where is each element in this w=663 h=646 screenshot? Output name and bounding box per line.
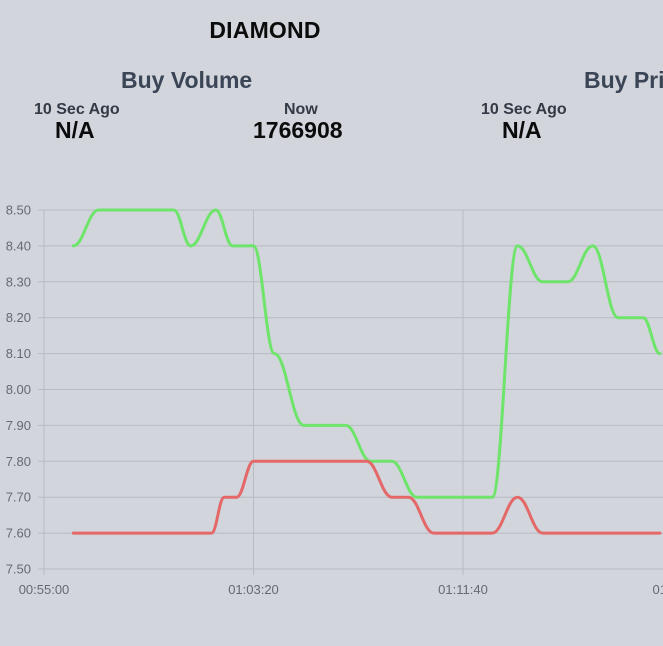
y-tick-label: 8.10 xyxy=(6,346,31,361)
buy-price-previous-label: 10 Sec Ago xyxy=(481,101,567,118)
buy-volume-title: Buy Volume xyxy=(121,67,253,93)
buy-volume-previous-label: 10 Sec Ago xyxy=(34,101,120,118)
chart-grid xyxy=(38,209,663,575)
y-tick-label: 7.70 xyxy=(6,490,31,505)
x-tick-label: 01: xyxy=(653,582,663,597)
green-series-line xyxy=(71,208,662,499)
buy-price-title: Buy Pri xyxy=(584,67,663,93)
y-tick-label: 8.20 xyxy=(6,310,31,325)
y-tick-label: 7.50 xyxy=(6,562,31,577)
y-tick-label: 8.50 xyxy=(6,203,31,218)
y-axis: 8.50 8.40 8.30 8.20 8.10 8.00 7.90 7.80 7.70 7.60… xyxy=(6,203,31,577)
red-series-line xyxy=(71,459,662,535)
buy-price-previous-value: N/A xyxy=(502,117,542,143)
y-tick-label: 8.00 xyxy=(6,382,31,397)
buy-volume-current-value: 1766908 xyxy=(253,117,343,143)
x-tick-label: 01:11:40 xyxy=(438,582,488,597)
x-tick-label: 00:55:00 xyxy=(19,582,70,597)
y-tick-label: 7.80 xyxy=(6,454,31,469)
chart-series xyxy=(71,208,662,535)
x-axis: 00:55:00 01:03:20 01:11:40 01: xyxy=(19,582,663,597)
buy-volume-previous-value: N/A xyxy=(55,117,95,143)
y-tick-label: 7.90 xyxy=(6,418,31,433)
x-tick-label: 01:03:20 xyxy=(228,582,279,597)
buy-volume-current-label: Now xyxy=(284,101,318,118)
y-tick-label: 8.30 xyxy=(6,274,31,289)
y-tick-label: 7.60 xyxy=(6,526,31,541)
item-title: DIAMOND xyxy=(209,17,321,43)
y-tick-label: 8.40 xyxy=(6,238,31,253)
